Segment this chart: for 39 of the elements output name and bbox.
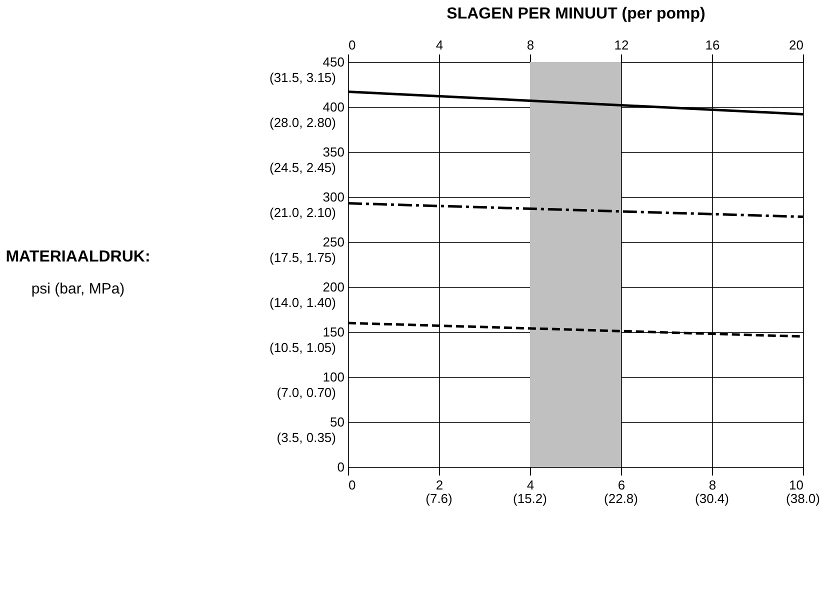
text: (31.5, 3.15)	[270, 70, 336, 85]
x-tick-label: 2	[436, 478, 444, 492]
text: psi (bar, MPa)	[31, 280, 125, 298]
text: (21.0, 2.10)	[270, 205, 336, 220]
y-tick-label: 150	[322, 324, 344, 340]
y-tick-label: 50	[330, 414, 344, 430]
x2-tick-label: 12	[614, 38, 629, 52]
x2-tick-label: 16	[705, 38, 720, 52]
y-tick-label: 250	[322, 234, 344, 250]
text: (14.0, 1.40)	[270, 295, 336, 310]
x2-tick-label: 4	[436, 38, 444, 52]
x2-tick-label: 0	[348, 38, 356, 52]
y-tick-label: 200	[322, 280, 344, 294]
x-tick-label: 10	[789, 478, 804, 492]
x-tick-label: 8	[708, 478, 716, 492]
text: (3.5, 0.35)	[276, 430, 336, 445]
y-tick-label: 450	[322, 54, 344, 70]
y-tick-label: 300	[322, 190, 344, 204]
y-tick-label: 350	[322, 144, 344, 160]
y-tick-label: 400	[322, 100, 344, 114]
text: (7.0, 0.70)	[276, 385, 336, 400]
x2-tick-label: 8	[526, 38, 534, 52]
y-tick-label: 100	[322, 370, 344, 384]
text: (38.0)	[786, 491, 820, 506]
x-tick-label: 6	[618, 478, 626, 492]
text: (17.5, 1.75)	[270, 250, 336, 265]
x2-axis-title: SLAGEN PER MINUUT (per pomp)	[446, 6, 706, 22]
text: (15.2)	[513, 491, 547, 506]
text: (24.5, 2.45)	[270, 160, 336, 175]
x-tick-label: 4	[526, 478, 534, 492]
text: (22.8)	[604, 491, 638, 506]
y-tick-label: 0	[337, 460, 344, 474]
text: MATERIAALDRUK:	[6, 248, 150, 266]
text: (30.4)	[695, 491, 729, 506]
x2-tick-label: 20	[789, 38, 804, 52]
text: (7.6)	[426, 491, 452, 506]
text: (28.0, 2.80)	[270, 115, 336, 130]
x-tick-label: 0	[348, 478, 356, 492]
text: (10.5, 1.05)	[270, 340, 336, 355]
